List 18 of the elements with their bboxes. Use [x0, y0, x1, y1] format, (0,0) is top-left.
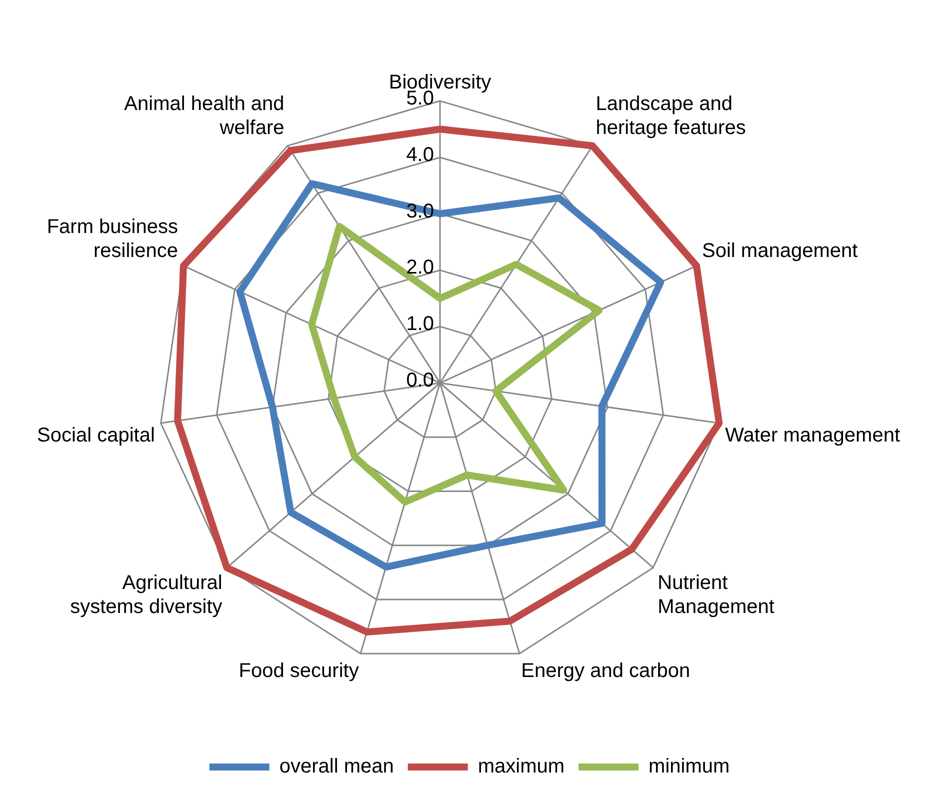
spoke-label: Farm business resilience [46, 216, 178, 262]
y-tick-label: 4.0 [406, 144, 434, 166]
spoke-label: Nutrient Management [658, 572, 775, 618]
spoke-label: Landscape and heritage features [596, 93, 746, 140]
spoke-label: Agricultural systems diversity [70, 572, 222, 618]
spoke-label: Food security [238, 660, 359, 682]
legend-label: overall mean [279, 756, 394, 778]
spoke-label: Social capital [37, 424, 155, 447]
y-tick-label: 2.0 [406, 256, 434, 279]
spoke-label: Energy and carbon [521, 660, 690, 682]
spoke-label: Water management [725, 424, 900, 447]
legend-label: minimum [648, 756, 730, 778]
spoke-label: Animal health and welfare [124, 93, 284, 140]
spoke-label: Biodiversity [388, 71, 492, 94]
y-tick-label: 1.0 [406, 313, 434, 336]
legend-label: maximum [478, 756, 565, 778]
spoke-label: Soil management [702, 240, 858, 262]
y-tick-label: 0.0 [406, 370, 434, 392]
